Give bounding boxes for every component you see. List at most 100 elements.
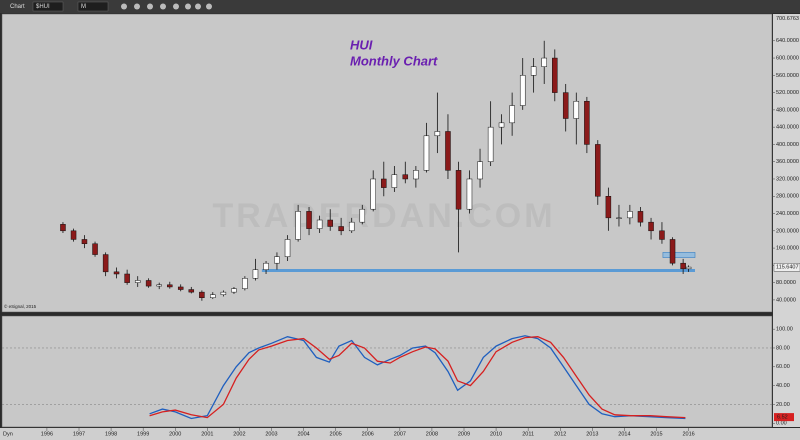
y-tick-label: 400.0000: [776, 142, 799, 148]
y-tick-label: 20.00: [776, 402, 790, 408]
x-tick-label: 2010: [490, 431, 502, 437]
candle-body: [359, 208, 366, 223]
candle-body: [648, 221, 654, 232]
x-tick-label: 2011: [522, 431, 534, 437]
candle-body: [145, 280, 152, 287]
x-tick-label: 1996: [41, 431, 53, 437]
candle-body: [177, 286, 184, 290]
candle-body: [220, 291, 227, 295]
indicator-line: [149, 336, 686, 419]
y-tick-label: 40.0000: [776, 297, 796, 303]
icon[interactable]: [134, 3, 140, 10]
stoch-panel: [1, 315, 773, 428]
candle-body: [434, 131, 441, 137]
candle-body: [605, 196, 612, 219]
price-axis: [773, 14, 800, 427]
x-tick-label: 2012: [554, 431, 566, 437]
candle-body: [616, 217, 622, 219]
candle-body: [316, 219, 323, 229]
candle-body: [274, 256, 280, 264]
candle-body: [455, 170, 462, 210]
candle-body: [252, 269, 259, 279]
x-tick-label: 2000: [169, 431, 181, 437]
x-tick-label: 2014: [618, 431, 630, 437]
copyright: © eSignal, 2015: [4, 303, 37, 309]
y-tick-label: 40.00: [776, 383, 790, 389]
candle-body: [327, 219, 333, 227]
candle-body: [562, 92, 569, 119]
price-tag: 115.6407: [776, 265, 799, 271]
candle-body: [242, 278, 248, 289]
candle-body: [402, 174, 409, 180]
icon[interactable]: [206, 3, 212, 10]
x-tick-label: 2003: [265, 431, 277, 437]
candle-body: [573, 100, 580, 119]
candle-body: [210, 294, 216, 298]
x-tick-label: 2007: [394, 431, 406, 437]
candle-body: [477, 161, 483, 180]
candle-body: [60, 224, 66, 232]
candle-body: [530, 66, 537, 76]
candle-body: [498, 122, 505, 128]
candle-body: [188, 289, 195, 293]
y-tick-label: 100.00: [776, 327, 793, 333]
candle-body: [680, 262, 686, 270]
y-tick-label: 480.0000: [776, 107, 799, 113]
x-tick-label: 2015: [650, 431, 662, 437]
candle-body: [199, 291, 205, 298]
candle-body: [637, 211, 644, 223]
candle-body: [124, 273, 130, 283]
y-tick-label: 520.0000: [776, 90, 799, 96]
candle-body: [102, 254, 109, 273]
candle-body: [413, 170, 419, 180]
x-tick-label: 2001: [201, 431, 213, 437]
candle-body: [92, 243, 98, 255]
candle-body: [338, 226, 344, 232]
candle-body: [423, 135, 430, 171]
x-tick-label: 1998: [105, 431, 117, 437]
icon[interactable]: [147, 3, 153, 10]
candle-body: [552, 57, 558, 93]
candle-body: [231, 288, 237, 293]
x-tick-label: 2002: [233, 431, 245, 437]
y-tick-label: 80.0000: [776, 280, 796, 286]
main-panel: [1, 13, 773, 313]
icon[interactable]: [160, 3, 166, 10]
x-tick-label: 2005: [330, 431, 342, 437]
candle-body: [295, 211, 301, 240]
x-tick-label: 2006: [362, 431, 374, 437]
price-tag-box: [773, 263, 800, 272]
interval-box[interactable]: [77, 1, 109, 12]
y-tick-label: 0.00: [776, 421, 787, 427]
candle-body: [519, 75, 526, 106]
icon[interactable]: [121, 3, 127, 10]
x-tick-label: 1997: [73, 431, 85, 437]
symbol-box[interactable]: [32, 1, 64, 12]
candle-body: [584, 100, 590, 145]
y-tick-label: 160.0000: [776, 246, 799, 252]
icon[interactable]: [185, 3, 191, 10]
last-value-box: [774, 413, 794, 422]
toolbar: [0, 0, 800, 13]
icon[interactable]: [173, 3, 179, 10]
candle-body: [284, 239, 291, 257]
y-tick-label: 60.00: [776, 364, 790, 370]
y-tick-label: 360.0000: [776, 159, 799, 165]
window-title: Chart: [10, 4, 25, 10]
candle-body: [509, 105, 515, 124]
candle-body: [306, 211, 312, 229]
x-tick-label: 2009: [458, 431, 470, 437]
x-tick-label: 2004: [297, 431, 309, 437]
x-tick-label: 2008: [426, 431, 438, 437]
resistance-zone: [662, 252, 696, 258]
candle-body: [263, 262, 269, 270]
toolbar-icons: [121, 3, 212, 10]
candle-body: [669, 239, 676, 264]
candle-body: [167, 284, 173, 288]
candle-body: [659, 230, 665, 240]
candle-body: [685, 266, 692, 270]
x-tick-label: 1999: [137, 431, 149, 437]
icon[interactable]: [195, 3, 201, 10]
